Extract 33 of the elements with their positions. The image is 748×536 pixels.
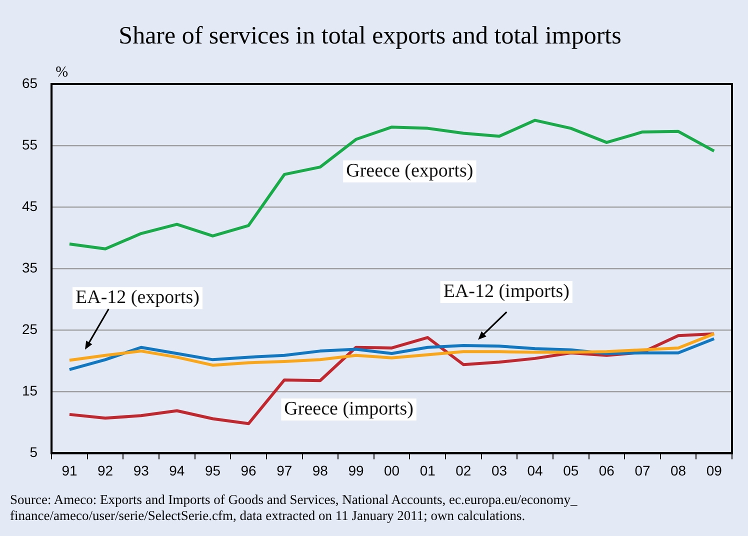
x-tick-label: 03	[491, 462, 508, 478]
x-tick-label: 00	[384, 462, 400, 478]
y-axis-title: %	[56, 64, 68, 80]
x-tick-label: 92	[98, 462, 114, 478]
x-tick-label: 04	[527, 462, 544, 478]
x-tick-label: 06	[598, 462, 615, 478]
x-tick-label: 95	[204, 462, 221, 478]
series-label: Greece (exports)	[346, 160, 474, 182]
y-tick-label: 55	[22, 136, 38, 152]
y-tick-label: 35	[22, 259, 38, 276]
y-tick-label: 25	[22, 320, 38, 337]
y-tick-label: 65	[22, 74, 38, 91]
chart-title: Share of services in total exports and total imports	[118, 22, 622, 50]
x-tick-label: 08	[670, 462, 686, 478]
series-label: Greece (imports)	[284, 398, 414, 420]
x-tick-label: 94	[169, 462, 185, 478]
x-tick-label: 07	[634, 462, 650, 478]
y-tick-label: 5	[30, 444, 38, 460]
x-tick-label: 01	[420, 462, 436, 478]
x-tick-label: 97	[276, 462, 292, 478]
text: EA-12 (imports)	[443, 280, 570, 302]
text: EA-12 (exports)	[76, 287, 200, 308]
x-tick-label: 91	[62, 462, 78, 478]
x-tick-label: 05	[563, 462, 579, 478]
x-tick-label: 09	[706, 462, 722, 478]
x-tick-label: 93	[133, 462, 150, 478]
y-tick-label: 45	[22, 198, 38, 214]
y-tick-label: 15	[22, 382, 38, 399]
x-tick-label: 98	[312, 462, 328, 478]
x-tick-label: 99	[348, 462, 364, 478]
x-tick-label: 02	[456, 462, 472, 478]
x-tick-label: 96	[240, 462, 257, 478]
source-note: Source: Ameco: Exports and Imports of Goods and Services, National Accounts, ec.europa.eu/economy_ finance/ameco/user/serie/SelectSerie.cfm, data extracted on 11 January 2011; own calculations.	[10, 492, 578, 524]
